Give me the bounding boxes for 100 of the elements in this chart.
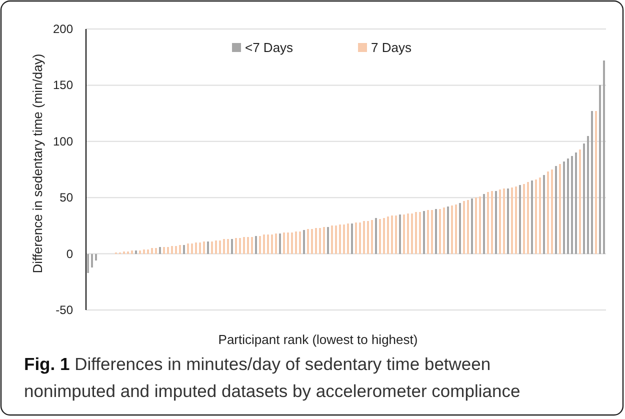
- bar: [263, 234, 265, 254]
- bar: [595, 111, 597, 254]
- bar: [303, 230, 305, 254]
- bar: [551, 170, 553, 254]
- bar: [439, 208, 441, 254]
- bar: [495, 190, 497, 254]
- bar: [167, 247, 169, 254]
- bar: [147, 249, 149, 254]
- y-tick-label: 50: [60, 190, 74, 205]
- bar: [379, 218, 381, 254]
- bar: [239, 238, 241, 254]
- bar: [299, 231, 301, 254]
- bar: [579, 149, 581, 254]
- bar: [459, 203, 461, 254]
- bar: [255, 236, 257, 254]
- bar: [163, 247, 165, 254]
- bar: [575, 152, 577, 254]
- bar: [91, 254, 93, 268]
- bar: [499, 190, 501, 254]
- bar: [487, 192, 489, 254]
- y-axis-title: Difference in sedentary time (min/day): [30, 54, 45, 274]
- bar: [283, 232, 285, 254]
- bar: [191, 244, 193, 254]
- bar: [323, 226, 325, 254]
- bar: [467, 200, 469, 254]
- bar: [219, 240, 221, 254]
- bar: [399, 214, 401, 254]
- bar: [567, 158, 569, 254]
- bar: [531, 180, 533, 254]
- bar: [423, 211, 425, 254]
- bar: [383, 218, 385, 254]
- bar: [259, 236, 261, 254]
- bar: [351, 223, 353, 254]
- text: Fig. 1 Differences in minutes/day of sedentary time between nonimputed and imputed datasets by accelerometer compliance: [24, 354, 520, 401]
- bar: [343, 224, 345, 254]
- bar: [319, 228, 321, 254]
- bar: [215, 240, 217, 254]
- legend-label: 7 Days: [371, 40, 412, 55]
- bar: [411, 213, 413, 254]
- bar: [527, 182, 529, 254]
- bar: [339, 224, 341, 254]
- bar: [195, 242, 197, 254]
- bar: [187, 244, 189, 254]
- bar: [311, 229, 313, 254]
- bar: [599, 85, 601, 254]
- bar: [403, 214, 405, 254]
- bar: [535, 180, 537, 254]
- bar: [563, 162, 565, 254]
- bar: [503, 188, 505, 254]
- bar: [519, 185, 521, 254]
- bar: [243, 236, 245, 254]
- bar: [363, 221, 365, 254]
- bar: [427, 210, 429, 254]
- bar: [251, 236, 253, 254]
- bar: [435, 208, 437, 254]
- bar: [483, 194, 485, 254]
- bar: [227, 239, 229, 254]
- bar: [543, 175, 545, 254]
- bar: [559, 164, 561, 254]
- bar: [371, 220, 373, 254]
- y-tick-label: 100: [52, 134, 74, 148]
- bar: [331, 226, 333, 254]
- bar: [491, 190, 493, 254]
- bar: [375, 218, 377, 254]
- bar: [175, 246, 177, 254]
- bar: [135, 250, 137, 254]
- bar: [415, 212, 417, 254]
- bar: [431, 210, 433, 254]
- bar: [447, 206, 449, 254]
- bar: [443, 208, 445, 254]
- bar: [291, 232, 293, 254]
- bar: [271, 234, 273, 254]
- bar: [143, 249, 145, 254]
- bar: [139, 250, 141, 254]
- bar: [247, 236, 249, 254]
- legend-label: <7 Days: [245, 40, 294, 55]
- bar: [151, 248, 153, 254]
- bar: [555, 166, 557, 254]
- bar: [587, 136, 589, 254]
- bar: [231, 239, 233, 254]
- bar: [267, 234, 269, 254]
- bar: [223, 239, 225, 254]
- bar: [155, 248, 157, 254]
- bar: [87, 254, 89, 273]
- bar: [203, 241, 205, 254]
- bar: [419, 212, 421, 254]
- bar: [335, 226, 337, 254]
- bar: [539, 177, 541, 254]
- bar: [463, 200, 465, 254]
- bar: [583, 144, 585, 254]
- bar: [511, 187, 513, 254]
- bar: [131, 250, 133, 254]
- bar: [235, 238, 237, 254]
- bar: [211, 241, 213, 254]
- bar: [507, 188, 509, 254]
- bar: [359, 222, 361, 254]
- bar: [347, 223, 349, 254]
- bar: [307, 229, 309, 254]
- bar: [395, 216, 397, 254]
- bar: [391, 216, 393, 254]
